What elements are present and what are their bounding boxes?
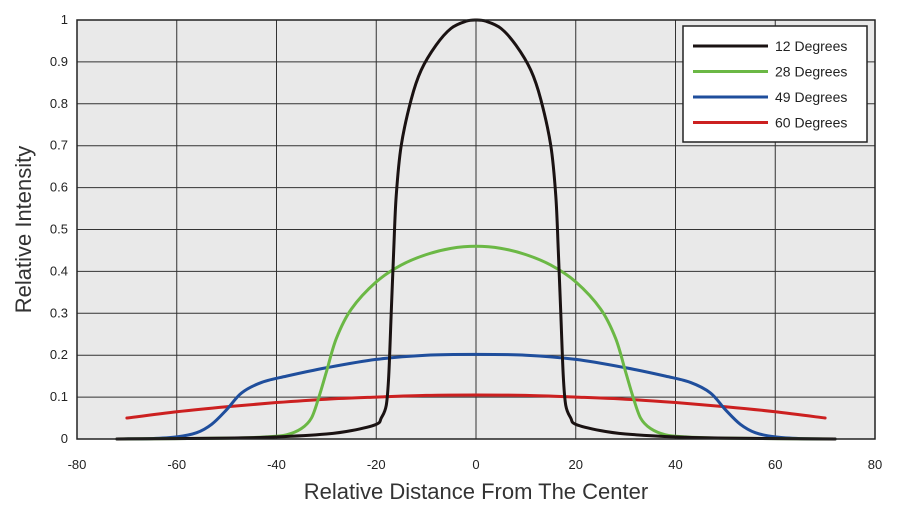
y-axis-title: Relative Intensity	[11, 146, 36, 314]
x-axis-ticks: -80 -60 -40 -20 0 20 40 60 80	[68, 457, 883, 472]
y-tick-label: 0	[61, 431, 68, 446]
legend-label: 49 Degrees	[775, 89, 847, 105]
y-tick-label: 0.9	[50, 54, 68, 69]
y-tick-label: 0.4	[50, 263, 68, 278]
y-tick-label: 0.8	[50, 96, 68, 111]
x-axis-title: Relative Distance From The Center	[304, 479, 648, 504]
legend: 12 Degrees 28 Degrees 49 Degrees 60 Degrees	[682, 25, 868, 143]
x-tick-label: 60	[768, 457, 782, 472]
x-tick-label: -40	[267, 457, 286, 472]
y-tick-label: 0.3	[50, 305, 68, 320]
legend-label: 28 Degrees	[775, 64, 847, 80]
x-tick-label: 0	[472, 457, 479, 472]
series-line-60-degrees	[125, 393, 827, 420]
x-tick-label: -80	[68, 457, 87, 472]
x-tick-label: -20	[367, 457, 386, 472]
x-tick-label: -60	[167, 457, 186, 472]
y-axis-ticks: 0 0.1 0.2 0.3 0.4 0.5 0.6 0.7 0.8 0.9 1	[50, 12, 68, 446]
x-tick-label: 20	[569, 457, 583, 472]
y-tick-label: 0.1	[50, 389, 68, 404]
series-layer	[115, 18, 837, 441]
y-tick-label: 0.6	[50, 180, 68, 195]
grid	[77, 20, 875, 439]
legend-label: 12 Degrees	[775, 38, 847, 54]
series-line-49-degrees	[115, 352, 837, 441]
series-line-28-degrees	[115, 244, 837, 441]
plot-frame	[76, 19, 876, 440]
y-tick-label: 0.2	[50, 347, 68, 362]
x-tick-label: 40	[668, 457, 682, 472]
y-tick-label: 0.7	[50, 138, 68, 153]
y-tick-label: 0.5	[50, 222, 68, 237]
legend-label: 60 Degrees	[775, 115, 847, 131]
y-tick-label: 1	[61, 12, 68, 27]
x-tick-label: 80	[868, 457, 882, 472]
